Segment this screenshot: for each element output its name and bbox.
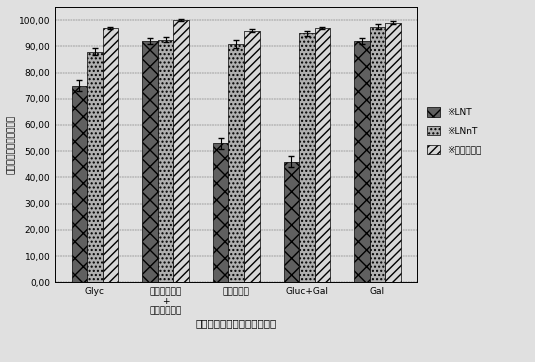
Bar: [299, 33, 315, 282]
Bar: [284, 162, 299, 282]
Bar: [370, 27, 385, 282]
Bar: [385, 23, 401, 282]
Bar: [213, 143, 228, 282]
Bar: [103, 28, 118, 282]
Bar: [72, 86, 87, 282]
Bar: [142, 41, 158, 282]
X-axis label: ラクトースに追加した炭素源: ラクトースに追加した炭素源: [196, 319, 277, 328]
Legend: ※LNT, ※LNnT, ※ラクトース: ※LNT, ※LNnT, ※ラクトース: [425, 106, 483, 156]
Y-axis label: 培養上清中の割合［％］: 培養上清中の割合［％］: [7, 115, 16, 174]
Bar: [228, 44, 244, 282]
Bar: [158, 40, 173, 282]
Bar: [315, 28, 330, 282]
Bar: [87, 51, 103, 282]
Bar: [354, 41, 370, 282]
Bar: [173, 20, 189, 282]
Bar: [244, 30, 259, 282]
